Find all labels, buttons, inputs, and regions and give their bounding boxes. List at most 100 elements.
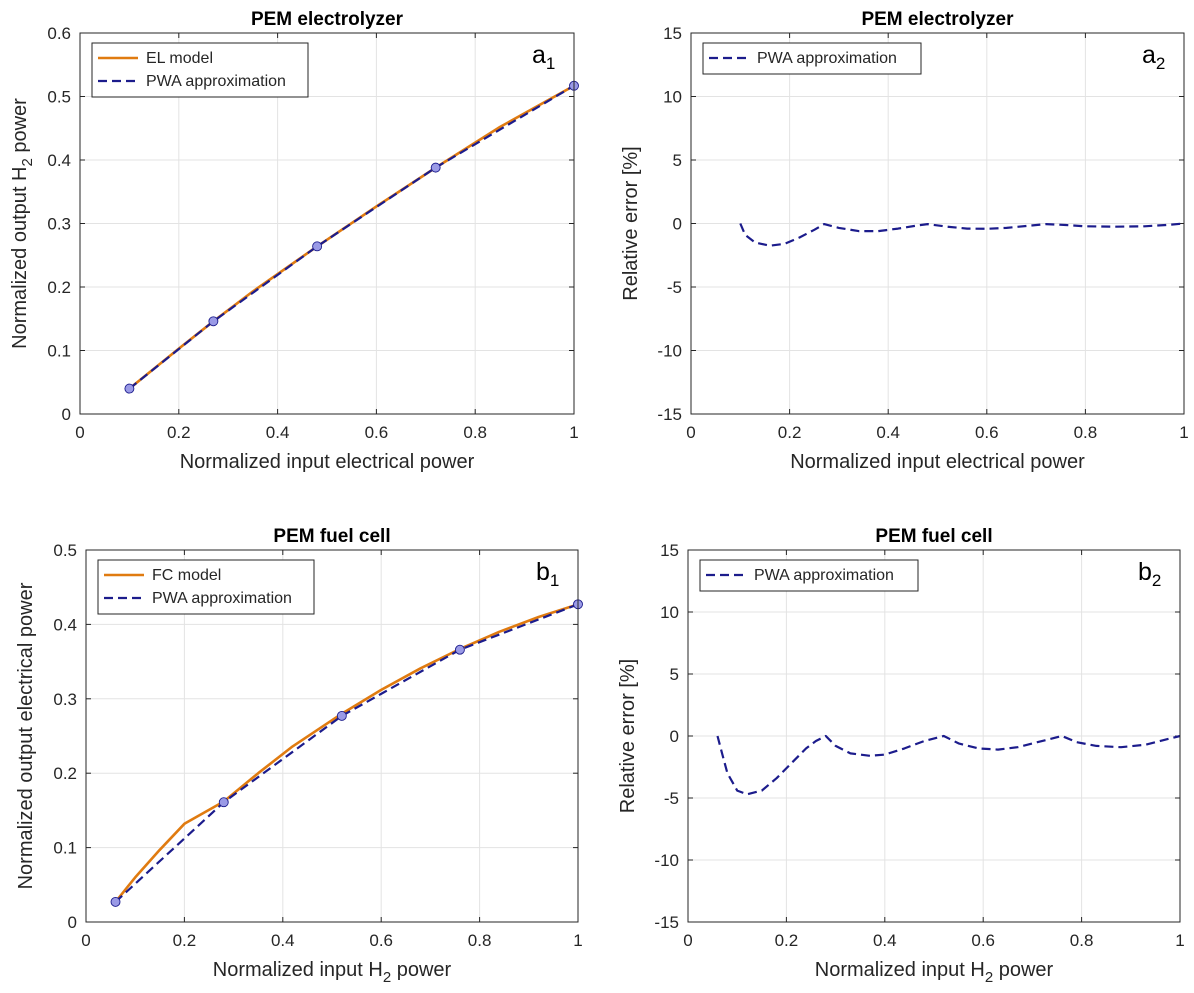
x-axis-label-tail: power xyxy=(391,959,451,981)
panel-label-index: 1 xyxy=(546,54,555,73)
panel-label: a2 xyxy=(1142,41,1165,73)
y-tick-label: -5 xyxy=(667,278,682,297)
x-axis-label-subscript: 2 xyxy=(383,969,391,986)
x-axis-label-main: Normalized input electrical power xyxy=(180,451,475,473)
x-tick-label: 0.8 xyxy=(463,423,487,442)
y-tick-label: 0.5 xyxy=(47,88,71,107)
axes-frame xyxy=(85,549,579,923)
x-tick-label: 0.8 xyxy=(1074,423,1098,442)
breakpoint-marker xyxy=(336,710,347,721)
x-tick-label: 0 xyxy=(686,423,695,442)
x-axis-label-main: Normalized input electrical power xyxy=(790,451,1085,473)
y-tick-label: 10 xyxy=(660,603,679,622)
legend-entry: PWA approximation xyxy=(152,590,292,607)
x-tick-label: 0 xyxy=(81,931,90,950)
y-tick-label: 0.2 xyxy=(53,764,77,783)
y-axis-label: Relative error [%] xyxy=(620,146,642,301)
y-axis-label-main: Relative error [%] xyxy=(617,659,639,814)
y-tick-label: 15 xyxy=(663,24,682,43)
series-line-pwa-approximation xyxy=(114,603,579,903)
y-tick-label: 0 xyxy=(68,913,77,932)
x-axis-label: Normalized input H2 power xyxy=(213,959,452,986)
y-tick-label: -15 xyxy=(657,405,682,424)
y-axis-label-tail: power xyxy=(9,98,31,158)
breakpoint-marker xyxy=(218,797,229,808)
panel-b2: 0 0.2 0.4 0.6 0.8 1 -15 -10 -5 0 5 10 15 PEM fuel cel… xyxy=(617,526,1185,986)
chart-title: PEM electrolyzer xyxy=(861,9,1014,30)
legend-entry: PWA approximation xyxy=(754,567,894,584)
y-tick-label: 0.5 xyxy=(53,541,77,560)
y-tick-label: 15 xyxy=(660,541,679,560)
y-axis-label-main: Normalized output electrical power xyxy=(15,582,37,889)
series-line-fc-model xyxy=(114,603,579,903)
x-tick-label: 0.6 xyxy=(365,423,389,442)
y-tick-label: 0.1 xyxy=(53,839,77,858)
y-tick-label: 0.1 xyxy=(47,342,71,361)
x-tick-label: 1 xyxy=(569,423,578,442)
breakpoint-marker xyxy=(454,644,465,655)
y-tick-label: 0.4 xyxy=(47,151,71,170)
legend-entry: EL model xyxy=(146,50,213,67)
breakpoint-marker xyxy=(312,241,323,252)
legend-entry: FC model xyxy=(152,567,221,584)
y-tick-label: -10 xyxy=(657,342,682,361)
x-tick-label: 0.8 xyxy=(468,931,492,950)
panel-label: a1 xyxy=(532,41,555,73)
x-tick-label: 0.4 xyxy=(271,931,295,950)
x-tick-label: 0.4 xyxy=(873,931,897,950)
x-tick-label: 0.2 xyxy=(167,423,191,442)
chart-title: PEM fuel cell xyxy=(273,526,390,547)
y-tick-label: 0 xyxy=(62,405,71,424)
breakpoint-marker xyxy=(110,896,121,907)
y-tick-label: 0.4 xyxy=(53,615,77,634)
x-tick-label: 0 xyxy=(75,423,84,442)
y-tick-label: 0 xyxy=(670,727,679,746)
y-tick-label: 10 xyxy=(663,88,682,107)
legend-entry: PWA approximation xyxy=(757,50,897,67)
panel-a2: 0 0.2 0.4 0.6 0.8 1 -15 -10 -5 0 5 10 15 PEM electrol… xyxy=(620,9,1189,473)
legend-box xyxy=(91,42,309,98)
y-axis-label-main: Normalized output H xyxy=(9,167,31,349)
legend-entry: PWA approximation xyxy=(146,73,286,90)
x-axis-label-subscript: 2 xyxy=(985,969,993,986)
y-tick-label: 0.6 xyxy=(47,24,71,43)
breakpoint-marker xyxy=(208,316,219,327)
series-line-pwa-approximation xyxy=(716,734,1181,796)
x-axis-label: Normalized input H2 power xyxy=(815,959,1054,986)
series-line-pwa-approximation xyxy=(128,84,575,390)
breakpoint-marker xyxy=(430,162,441,173)
panel-label-letter: b xyxy=(1138,558,1152,586)
x-tick-label: 0.2 xyxy=(778,423,802,442)
chart-title: PEM electrolyzer xyxy=(251,9,404,30)
breakpoint-marker xyxy=(124,383,135,394)
x-tick-label: 1 xyxy=(573,931,582,950)
y-axis-label: Normalized output electrical power xyxy=(15,582,37,889)
x-axis-label-main: Normalized input H xyxy=(213,959,383,981)
y-tick-label: -10 xyxy=(654,851,679,870)
x-tick-label: 0.6 xyxy=(971,931,995,950)
panel-a1: 0 0.2 0.4 0.6 0.8 1 0 0.1 0.2 0.3 0.4 0.5 0.6 PEM ele… xyxy=(9,9,579,473)
panel-b1: 0 0.2 0.4 0.6 0.8 1 0 0.1 0.2 0.3 0.4 0.5 PEM fuel c… xyxy=(15,526,583,986)
x-tick-label: 0.8 xyxy=(1070,931,1094,950)
x-tick-label: 0.6 xyxy=(975,423,999,442)
panel-label-letter: b xyxy=(536,558,550,586)
axes-frame xyxy=(79,32,575,415)
y-tick-label: 5 xyxy=(670,665,679,684)
x-axis-label-tail: power xyxy=(993,959,1053,981)
y-tick-label: 5 xyxy=(673,151,682,170)
x-tick-label: 1 xyxy=(1179,423,1188,442)
x-tick-label: 0.6 xyxy=(369,931,393,950)
x-tick-label: 0.2 xyxy=(775,931,799,950)
y-axis-label-main: Relative error [%] xyxy=(620,146,642,301)
x-tick-label: 0.4 xyxy=(876,423,900,442)
y-axis-label: Relative error [%] xyxy=(617,659,639,814)
x-tick-label: 0.2 xyxy=(173,931,197,950)
x-axis-label-main: Normalized input H xyxy=(815,959,985,981)
y-axis-label-subscript: 2 xyxy=(19,158,36,166)
panel-label-letter: a xyxy=(1142,41,1156,69)
x-axis-label: Normalized input electrical power xyxy=(790,451,1085,473)
panel-label-index: 2 xyxy=(1152,571,1161,590)
panel-label-index: 1 xyxy=(550,571,559,590)
